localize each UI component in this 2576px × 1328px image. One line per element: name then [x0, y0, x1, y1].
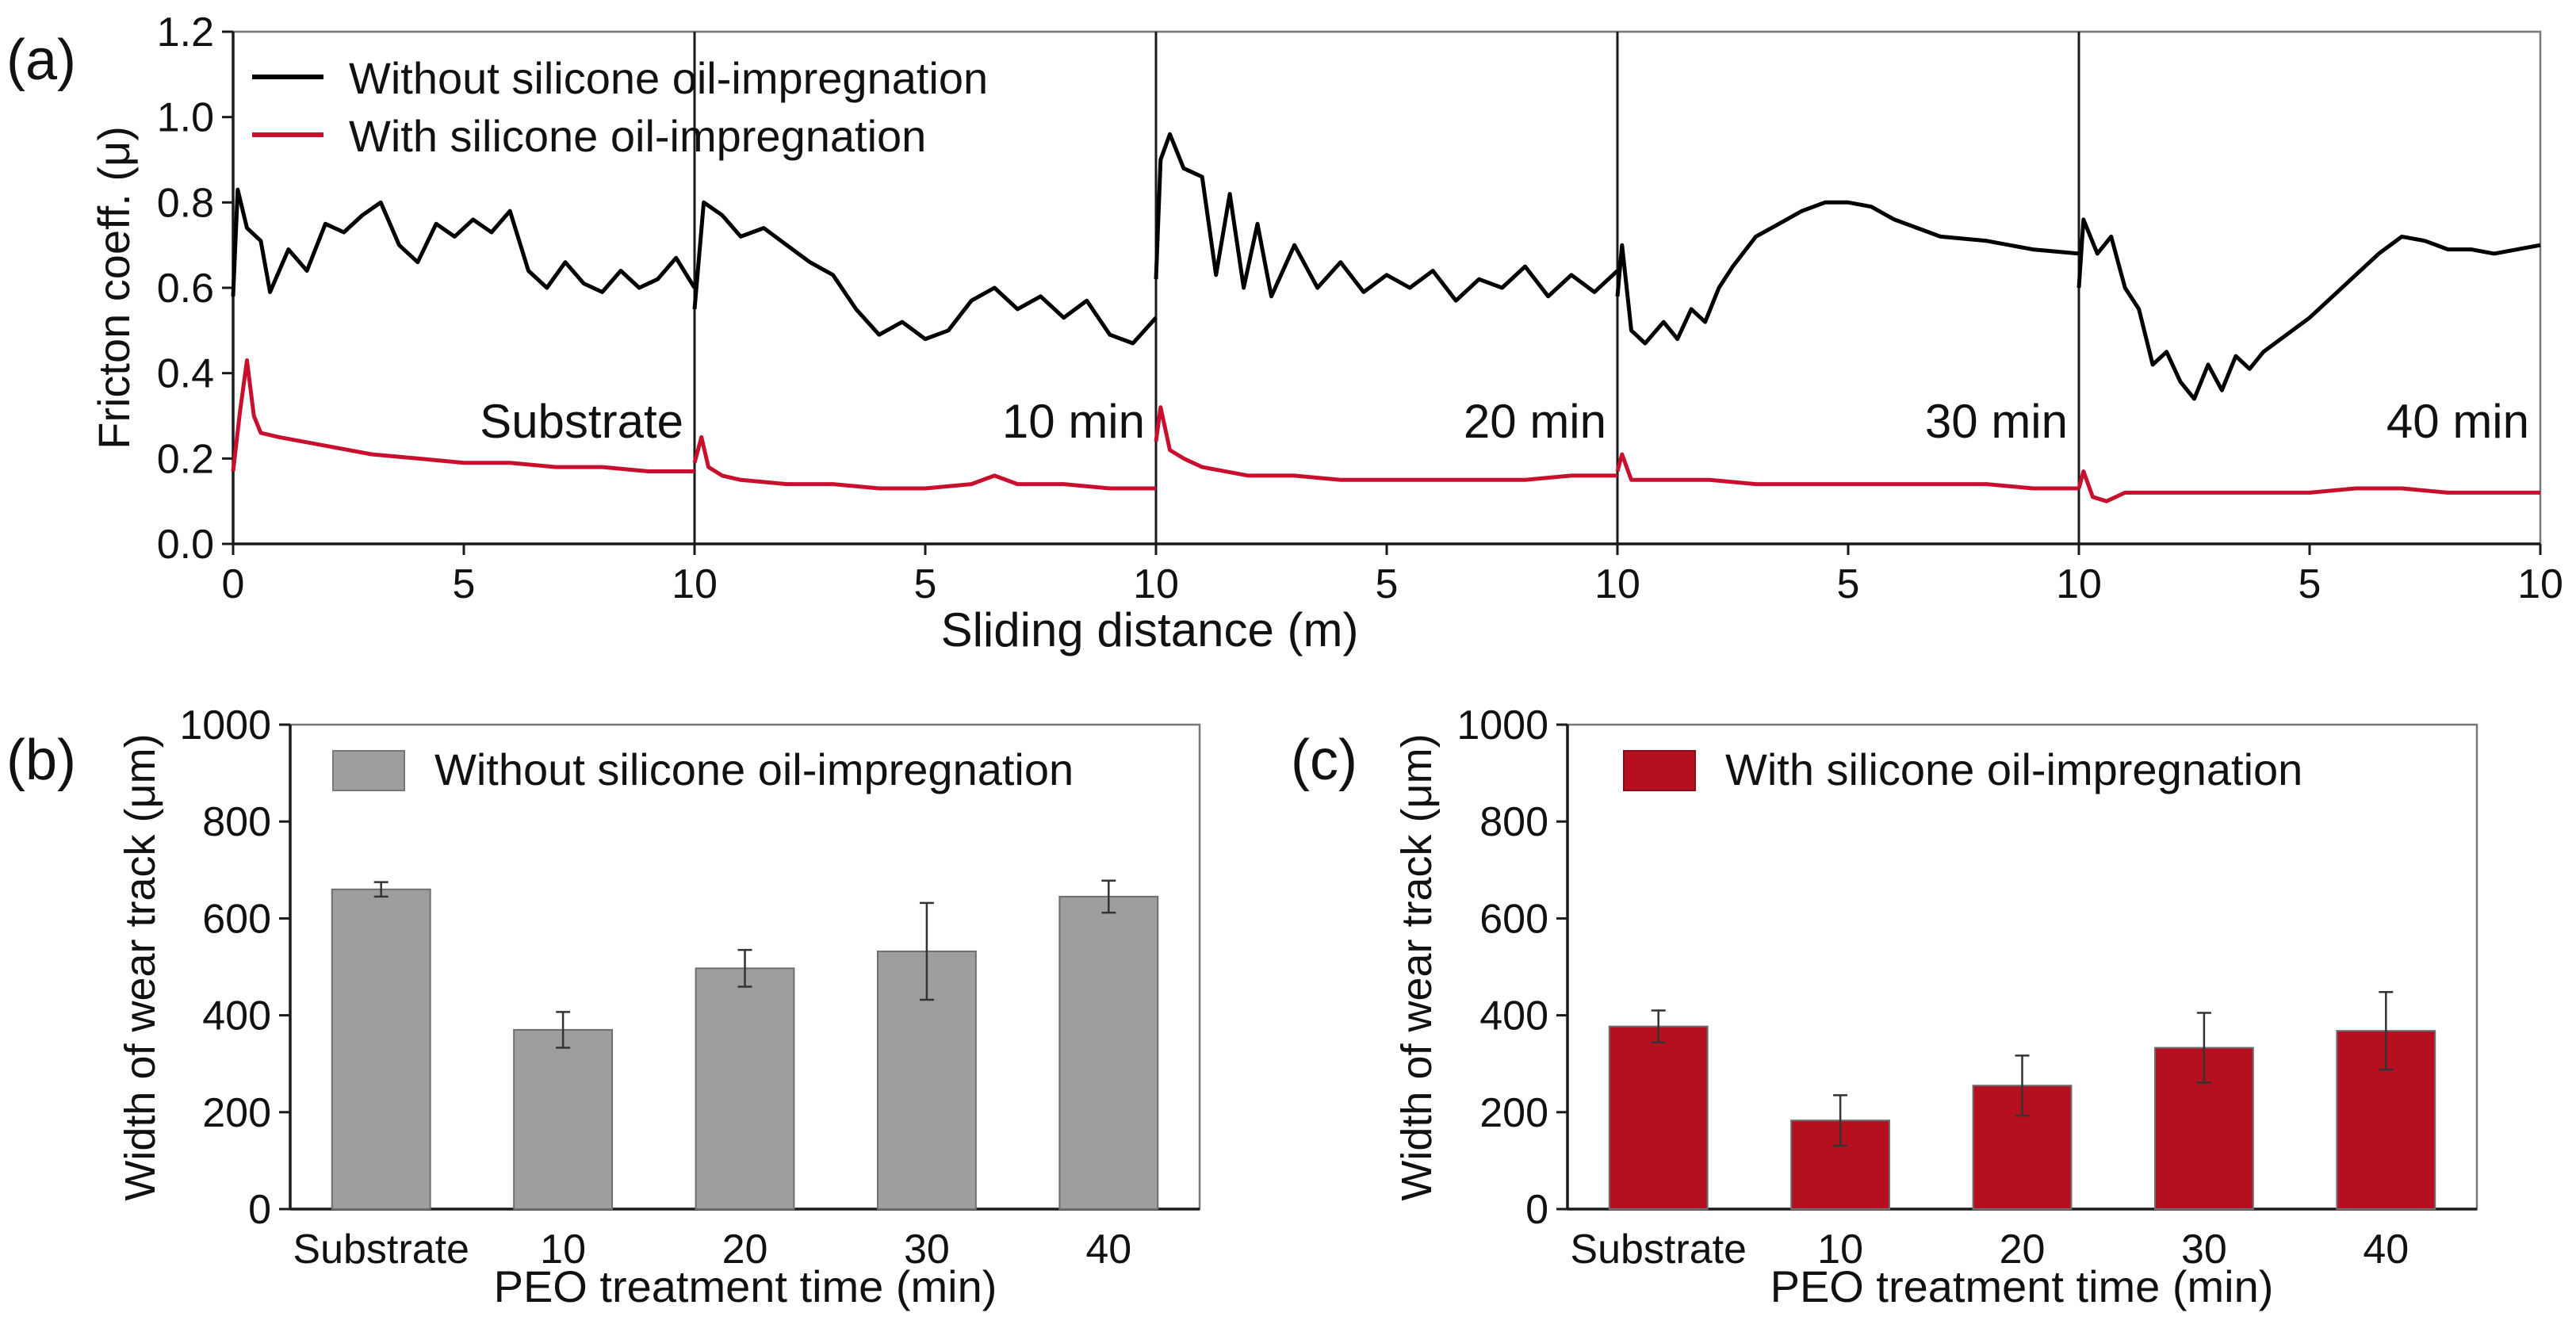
series-line-with-oil-seg0: [231, 358, 695, 473]
y-tick-label: 400: [1479, 993, 1548, 1039]
bar: [513, 1028, 614, 1211]
panel-a-legend: Without silicone oil-impregnation With s…: [252, 53, 988, 161]
segment-label: 30 min: [1925, 395, 2068, 448]
y-tick-label: 800: [202, 799, 271, 845]
segment-label: 20 min: [1464, 395, 1606, 448]
y-tick-label: 200: [1479, 1090, 1548, 1136]
series-line-with-oil-seg1: [692, 434, 1156, 491]
x-tick-label: 5: [1376, 561, 1399, 607]
series-line-without-oil-seg3: [1615, 200, 2080, 346]
x-tick-label: 10: [1133, 561, 1179, 607]
legend-swatch-gray: [332, 750, 405, 791]
panel-b-legend: Without silicone oil-impregnation: [332, 744, 1074, 794]
y-tick-label: 0: [248, 1187, 271, 1233]
panel-a-x-ticks: 0 5 10 5 10 5 10 5 10 5 10: [222, 544, 2563, 607]
panel-a-friction-chart: (a) 0.0 0.2 0.4 0.6 0.8 1.0 1.2 0 5 10 5 10 5 10 5 10 5…: [6, 10, 2563, 656]
y-tick-label: 1000: [1456, 702, 1548, 748]
x-tick-label: 5: [2298, 561, 2321, 607]
x-tick-label: 10: [2517, 561, 2563, 607]
x-tick-label: Substrate: [293, 1227, 469, 1273]
x-tick-label: 5: [914, 561, 937, 607]
x-tick-label: 10: [540, 1227, 586, 1273]
panel-a-xlabel: Sliding distance (m): [941, 603, 1359, 656]
x-tick-label: 40: [2363, 1227, 2409, 1273]
x-tick-label: 0: [222, 561, 245, 607]
series-line-with-oil-seg4: [2076, 469, 2540, 503]
x-tick-label: 30: [2181, 1227, 2227, 1273]
series-line-with-oil-seg3: [1615, 452, 2079, 491]
bar: [695, 967, 795, 1210]
panel-c-legend: With silicone oil-impregnation: [1623, 744, 2302, 794]
panel-b-label: (b): [6, 729, 76, 792]
series-line-with-oil-seg2: [1154, 405, 1617, 482]
y-tick-label: 0: [1525, 1187, 1548, 1233]
bar: [1058, 895, 1159, 1211]
series-line-without-oil-seg2: [1154, 132, 1619, 303]
legend-label-with-oil: With silicone oil-impregnation: [349, 111, 926, 161]
y-tick-label: 400: [202, 993, 271, 1039]
panel-b-bars: [331, 879, 1159, 1211]
panel-a-label: (a): [6, 29, 76, 92]
x-tick-label: 40: [1085, 1227, 1131, 1273]
x-tick-label: 5: [1837, 561, 1860, 607]
segment-label: 10 min: [1002, 395, 1145, 448]
x-tick-label: 20: [722, 1227, 768, 1273]
panel-a-y-ticks: 0.0 0.2 0.4 0.6 0.8 1.0 1.2: [157, 10, 233, 568]
x-tick-label: 10: [1594, 561, 1640, 607]
y-tick-label: 800: [1479, 799, 1548, 845]
legend-label-red: With silicone oil-impregnation: [1725, 744, 2302, 794]
panel-b-y-ticks: 0 200 400 600 800 1000: [179, 702, 290, 1233]
bar: [331, 888, 431, 1210]
x-tick-label: 10: [2056, 561, 2102, 607]
panel-c-y-ticks: 0 200 400 600 800 1000: [1456, 702, 1567, 1233]
x-tick-label: 20: [2000, 1227, 2046, 1273]
y-tick-label: 0.2: [157, 436, 214, 482]
series-line-without-oil-seg0: [231, 187, 697, 297]
panel-a-series-lines: [231, 132, 2541, 503]
panel-b-x-ticks: Substrate 10 20 30 40: [293, 1227, 1131, 1273]
panel-c-x-ticks: Substrate 10 20 30 40: [1570, 1227, 2409, 1273]
y-tick-label: 1.2: [157, 10, 214, 55]
x-tick-label: 10: [672, 561, 718, 607]
y-tick-label: 1000: [179, 702, 271, 748]
panel-a-ylabel: Fricton coeff. (μ): [89, 126, 139, 450]
x-tick-label: 30: [904, 1227, 950, 1273]
x-tick-label: 5: [453, 561, 476, 607]
panel-a-segment-labels: Substrate 10 min 20 min 30 min 40 min: [480, 395, 2529, 448]
panel-a-segment-dividers: [693, 32, 2080, 544]
y-tick-label: 1.0: [157, 95, 214, 141]
x-tick-label: Substrate: [1570, 1227, 1747, 1273]
y-tick-label: 600: [1479, 896, 1548, 942]
bar: [1608, 1025, 1709, 1210]
segment-label: Substrate: [480, 395, 683, 448]
series-line-without-oil-seg1: [692, 200, 1158, 346]
y-tick-label: 200: [202, 1090, 271, 1136]
panel-c-xlabel: PEO treatment time (min): [1770, 1261, 2274, 1311]
y-tick-label: 0.6: [157, 266, 214, 312]
panel-b-xlabel: PEO treatment time (min): [494, 1261, 997, 1311]
segment-label: 40 min: [2387, 395, 2529, 448]
panel-c-label: (c): [1291, 729, 1357, 792]
y-tick-label: 600: [202, 896, 271, 942]
series-line-without-oil-seg4: [2076, 217, 2541, 401]
y-tick-label: 0.4: [157, 351, 214, 397]
legend-label-gray: Without silicone oil-impregnation: [434, 744, 1074, 794]
x-tick-label: 10: [1817, 1227, 1863, 1273]
panel-c-ylabel: Width of wear track (μm): [1393, 733, 1441, 1200]
legend-label-without-oil: Without silicone oil-impregnation: [349, 53, 988, 103]
panel-c-bars: [1608, 991, 2436, 1211]
y-tick-label: 0.8: [157, 180, 214, 226]
panel-b-ylabel: Width of wear track (μm): [117, 733, 164, 1200]
legend-swatch-red: [1623, 750, 1696, 791]
y-tick-label: 0.0: [157, 522, 214, 568]
